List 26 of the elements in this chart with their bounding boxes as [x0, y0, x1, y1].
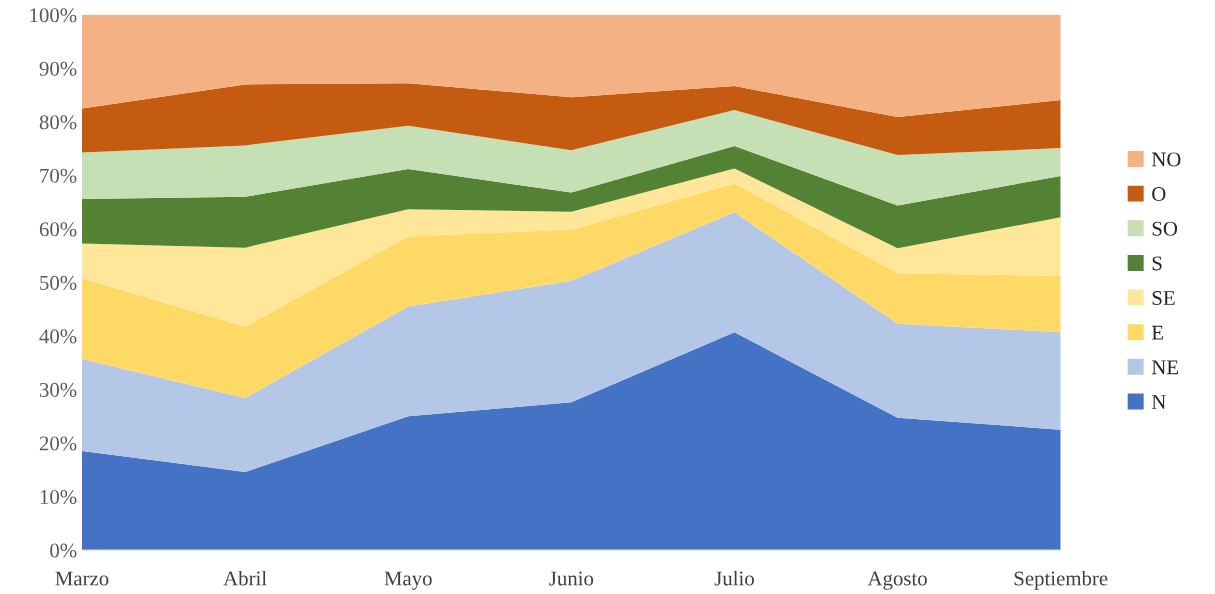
y-tick-label: 90%	[39, 61, 77, 76]
x-tick-label: Mayo	[384, 571, 432, 590]
legend-label: E	[1151, 325, 1163, 340]
x-tick-label: Abril	[223, 570, 267, 586]
y-tick-label: 50%	[40, 275, 77, 290]
y-tick-label: 70%	[40, 168, 77, 183]
y-tick-label: 10%	[40, 489, 77, 505]
legend-label: SE	[1152, 291, 1175, 306]
y-tick-label: 40%	[39, 329, 77, 344]
y-tick-label: 100%	[30, 8, 77, 23]
y-tick-label: 80%	[39, 115, 77, 130]
y-tick-label: 30%	[39, 382, 77, 397]
x-tick-label: Julio	[714, 570, 754, 586]
legend-label: N	[1151, 395, 1166, 409]
y-tick-label: 0%	[50, 543, 77, 558]
legend-label: SO	[1152, 221, 1178, 236]
x-tick-label: Junio	[549, 571, 594, 586]
legend-label: NE	[1151, 360, 1179, 375]
legend-label: S	[1152, 256, 1162, 271]
x-tick-label: Septiembre	[1014, 570, 1108, 590]
legend-label: O	[1152, 187, 1166, 202]
x-tick-label: Agosto	[867, 571, 927, 590]
y-tick-label: 60%	[39, 222, 77, 237]
x-tick-label: Marzo	[55, 571, 109, 586]
y-tick-label: 20%	[39, 436, 77, 451]
legend-label: NO	[1151, 152, 1181, 167]
